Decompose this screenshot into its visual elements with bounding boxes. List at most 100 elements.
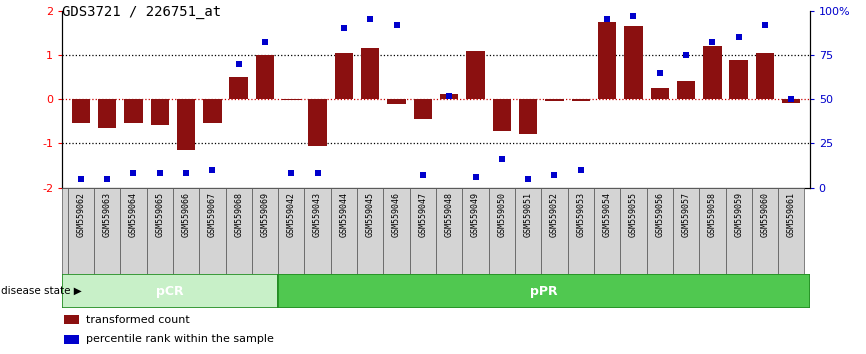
Text: GSM559060: GSM559060 — [760, 192, 770, 237]
Point — [390, 22, 404, 28]
Point — [706, 40, 720, 45]
Bar — [120, 188, 146, 274]
Text: disease state ▶: disease state ▶ — [1, 286, 81, 296]
Point — [179, 171, 193, 176]
Bar — [361, 48, 379, 99]
Text: GSM559054: GSM559054 — [603, 192, 611, 237]
Bar — [620, 188, 647, 274]
Point — [469, 174, 482, 180]
Bar — [94, 188, 120, 274]
Bar — [199, 188, 225, 274]
Text: percentile rank within the sample: percentile rank within the sample — [86, 334, 274, 344]
Bar — [255, 55, 275, 99]
Bar — [779, 188, 805, 274]
Bar — [414, 99, 432, 119]
Bar — [673, 188, 699, 274]
Bar — [331, 188, 357, 274]
Bar — [462, 188, 488, 274]
Bar — [493, 99, 511, 131]
Text: GSM559057: GSM559057 — [682, 192, 690, 237]
Text: GSM559066: GSM559066 — [182, 192, 191, 237]
Bar — [752, 188, 779, 274]
Text: GSM559053: GSM559053 — [576, 192, 585, 237]
Bar — [519, 99, 537, 133]
Bar — [151, 99, 169, 125]
Bar — [282, 99, 301, 100]
Bar — [598, 22, 617, 99]
Point — [152, 171, 166, 176]
Text: GSM559046: GSM559046 — [392, 192, 401, 237]
Text: GSM559061: GSM559061 — [787, 192, 796, 237]
Bar — [541, 188, 567, 274]
Text: transformed count: transformed count — [86, 315, 190, 325]
Bar — [98, 99, 116, 128]
Bar — [756, 53, 774, 99]
Text: GSM559064: GSM559064 — [129, 192, 138, 237]
Bar — [229, 77, 248, 99]
Text: GSM559058: GSM559058 — [708, 192, 717, 237]
Text: GSM559067: GSM559067 — [208, 192, 216, 237]
Point — [258, 40, 272, 45]
Text: GSM559052: GSM559052 — [550, 192, 559, 237]
Point — [416, 172, 430, 178]
Bar — [62, 274, 278, 308]
Bar — [436, 188, 462, 274]
Bar — [384, 188, 410, 274]
Bar — [387, 99, 406, 104]
Text: GSM559059: GSM559059 — [734, 192, 743, 237]
Bar — [782, 99, 800, 103]
Bar — [410, 188, 436, 274]
Text: GDS3721 / 226751_at: GDS3721 / 226751_at — [62, 5, 222, 19]
Bar — [308, 99, 326, 145]
Point — [732, 34, 746, 40]
Bar — [726, 188, 752, 274]
Bar — [440, 94, 458, 99]
Bar — [515, 188, 541, 274]
Bar — [204, 99, 222, 124]
Bar — [677, 81, 695, 99]
Point — [574, 167, 588, 173]
Point — [364, 17, 378, 22]
Point — [205, 167, 219, 173]
Bar — [62, 188, 68, 274]
Bar — [594, 188, 620, 274]
Point — [679, 52, 693, 58]
Bar — [305, 188, 331, 274]
Bar — [703, 46, 721, 99]
Point — [337, 25, 351, 31]
Point — [284, 171, 298, 176]
Text: GSM559068: GSM559068 — [234, 192, 243, 237]
Bar — [64, 335, 79, 344]
Text: GSM559056: GSM559056 — [656, 192, 664, 237]
Point — [653, 70, 667, 75]
Text: GSM559050: GSM559050 — [497, 192, 507, 237]
Bar — [124, 99, 143, 124]
Bar — [335, 53, 353, 99]
Text: GSM559051: GSM559051 — [524, 192, 533, 237]
Bar — [624, 26, 643, 99]
Point — [74, 176, 87, 182]
Bar — [72, 99, 90, 124]
Text: GSM559048: GSM559048 — [444, 192, 454, 237]
Bar — [68, 188, 94, 274]
Text: GSM559043: GSM559043 — [313, 192, 322, 237]
Bar — [567, 188, 594, 274]
Point — [100, 176, 114, 182]
Point — [521, 176, 535, 182]
Text: GSM559069: GSM559069 — [261, 192, 269, 237]
Point — [785, 96, 798, 102]
Bar — [729, 60, 748, 99]
Text: pPR: pPR — [530, 285, 558, 298]
Point — [600, 17, 614, 22]
Text: pCR: pCR — [157, 285, 184, 298]
Text: GSM559063: GSM559063 — [102, 192, 112, 237]
Point — [311, 171, 325, 176]
Bar — [572, 99, 590, 101]
Bar — [146, 188, 173, 274]
Text: GSM559045: GSM559045 — [365, 192, 375, 237]
Text: GSM559042: GSM559042 — [287, 192, 296, 237]
Point — [443, 93, 456, 98]
Bar — [173, 188, 199, 274]
Bar — [252, 188, 278, 274]
Bar — [466, 51, 485, 99]
